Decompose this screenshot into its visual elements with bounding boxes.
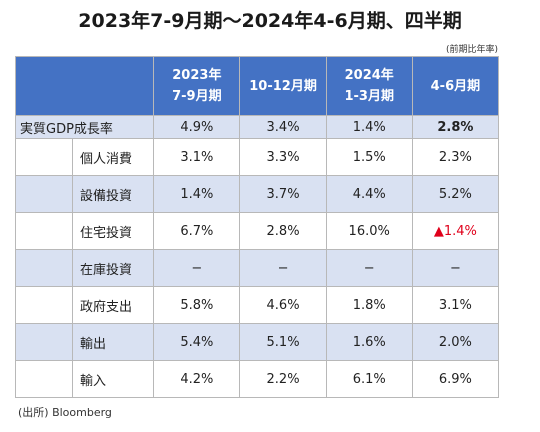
cell-value: − — [239, 249, 327, 287]
cell-value: 2.3% — [411, 138, 500, 176]
table-row-real-gdp: 実質GDP成長率 4.9% 3.4% 1.4% 2.8% — [14, 115, 500, 139]
row-label-cell: 輸出 — [14, 323, 155, 361]
column-header-line1: 4-6月期 — [430, 78, 481, 94]
row-label-cell: 在庫投資 — [14, 249, 155, 287]
cell-value: 5.2% — [411, 175, 500, 213]
indent-block — [16, 213, 73, 249]
cell-value: 4.9% — [153, 115, 241, 139]
row-label-personal-consumption: 個人消費 — [80, 151, 133, 167]
source-note: (出所) Bloomberg — [18, 406, 112, 419]
column-header-line2: 7-9月期 — [172, 89, 222, 104]
row-label-inventory-investment: 在庫投資 — [80, 262, 133, 278]
indent-block — [16, 139, 73, 175]
column-header-line2: 1-3月期 — [344, 89, 394, 104]
header-corner-cell — [14, 56, 155, 116]
cell-value: 3.1% — [153, 138, 241, 176]
table-row-government-spending: 政府支出 5.8% 4.6% 1.8% 3.1% — [14, 286, 500, 324]
column-header-line1: 2024年 — [344, 68, 394, 83]
table-header-row: 2023年 7-9月期 10-12月期 2024年 1-3月期 4-6月期 — [14, 56, 500, 116]
indent-block — [16, 287, 73, 323]
cell-value: 3.3% — [239, 138, 327, 176]
page-title: 2023年7-9月期〜2024年4-6月期、四半期 — [78, 10, 462, 32]
cell-value-negative: ▲1.4% — [411, 212, 500, 250]
table-row-inventory-investment: 在庫投資 − − − − — [14, 249, 500, 287]
column-header-line1: 2023年 — [172, 68, 222, 83]
row-label-capital-investment: 設備投資 — [80, 188, 133, 204]
row-label-cell: 設備投資 — [14, 175, 155, 213]
row-label-exports: 輸出 — [80, 336, 107, 352]
column-header-2024-q2: 4-6月期 — [411, 56, 500, 116]
cell-value: 5.8% — [153, 286, 241, 324]
row-label-imports: 輸入 — [80, 373, 107, 389]
row-label-cell: 個人消費 — [14, 138, 155, 176]
cell-value: 16.0% — [325, 212, 413, 250]
row-label-cell: 政府支出 — [14, 286, 155, 324]
table-row-personal-consumption: 個人消費 3.1% 3.3% 1.5% 2.3% — [14, 138, 500, 176]
cell-value: 4.6% — [239, 286, 327, 324]
table-row-imports: 輸入 4.2% 2.2% 6.1% 6.9% — [14, 360, 500, 398]
cell-value: 4.2% — [153, 360, 241, 398]
table-row-housing-investment: 住宅投資 6.7% 2.8% 16.0% ▲1.4% — [14, 212, 500, 250]
cell-value: 2.0% — [411, 323, 500, 361]
unit-note: (前期比年率) — [445, 45, 498, 55]
column-header-2024-q1: 2024年 1-3月期 — [325, 56, 413, 116]
cell-value: 6.7% — [153, 212, 241, 250]
indent-block — [16, 361, 73, 397]
cell-value: − — [153, 249, 241, 287]
indent-block — [16, 250, 73, 286]
row-label-government-spending: 政府支出 — [80, 299, 133, 315]
cell-value: 1.8% — [325, 286, 413, 324]
indent-block — [16, 176, 73, 212]
cell-value: 3.7% — [239, 175, 327, 213]
cell-value: 1.4% — [153, 175, 241, 213]
gdp-table: 2023年 7-9月期 10-12月期 2024年 1-3月期 4-6月期 実質… — [14, 56, 500, 398]
cell-value: 5.4% — [153, 323, 241, 361]
indent-block — [16, 324, 73, 360]
cell-value: − — [411, 249, 500, 287]
cell-value: 4.4% — [325, 175, 413, 213]
table-row-capital-investment: 設備投資 1.4% 3.7% 4.4% 5.2% — [14, 175, 500, 213]
column-header-line1: 10-12月期 — [249, 78, 317, 94]
table-row-exports: 輸出 5.4% 5.1% 1.6% 2.0% — [14, 323, 500, 361]
cell-value: 5.1% — [239, 323, 327, 361]
row-label-cell: 輸入 — [14, 360, 155, 398]
cell-value: 3.1% — [411, 286, 500, 324]
column-header-2023-q3: 2023年 7-9月期 — [153, 56, 241, 116]
row-label-cell: 住宅投資 — [14, 212, 155, 250]
row-label-housing-investment: 住宅投資 — [80, 225, 133, 241]
cell-value: 3.4% — [239, 115, 327, 139]
column-header-2023-q4: 10-12月期 — [239, 56, 327, 116]
cell-value: 1.4% — [325, 115, 413, 139]
cell-value: − — [325, 249, 413, 287]
cell-value: 2.8% — [239, 212, 327, 250]
row-label-real-gdp: 実質GDP成長率 — [14, 115, 155, 139]
cell-value-highlight: 2.8% — [411, 115, 500, 139]
cell-value: 1.5% — [325, 138, 413, 176]
cell-value: 6.1% — [325, 360, 413, 398]
cell-value: 6.9% — [411, 360, 500, 398]
cell-value: 2.2% — [239, 360, 327, 398]
cell-value: 1.6% — [325, 323, 413, 361]
